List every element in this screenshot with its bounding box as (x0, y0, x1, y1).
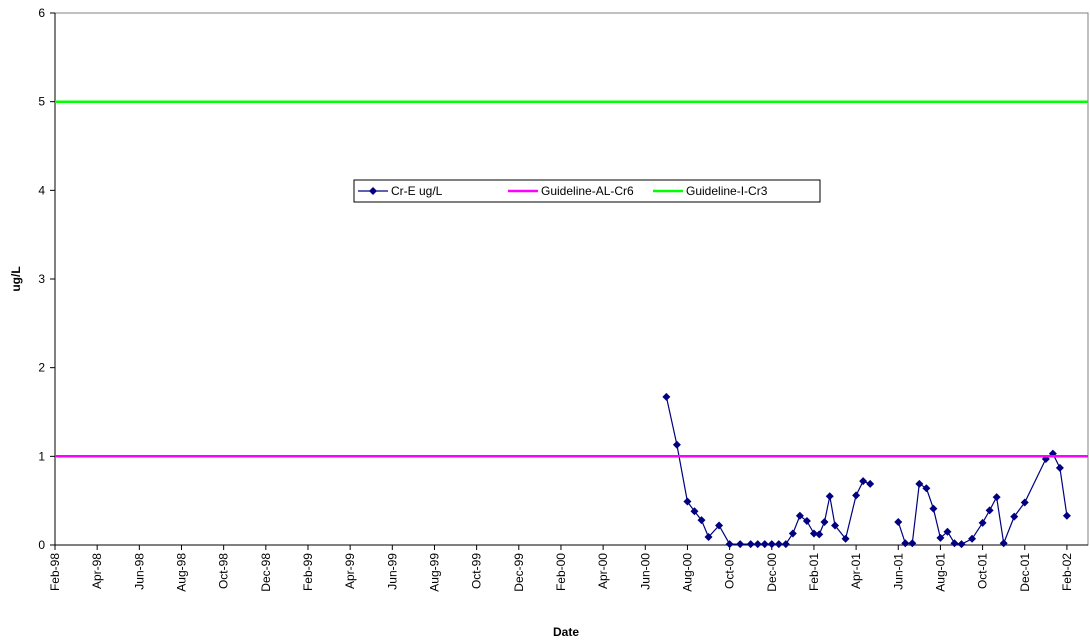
x-tick-label: Feb-00 (554, 553, 568, 591)
legend-label: Cr-E ug/L (391, 184, 443, 198)
data-point (802, 517, 811, 526)
data-point (957, 540, 966, 549)
legend-label: Guideline-I-Cr3 (686, 184, 768, 198)
data-point (683, 497, 692, 506)
data-point (736, 540, 745, 549)
data-point (1010, 512, 1019, 521)
data-point (859, 477, 868, 486)
y-tick-label: 2 (38, 361, 45, 375)
data-point (795, 511, 804, 520)
x-tick-label: Apr-98 (90, 553, 104, 589)
y-tick-label: 4 (38, 183, 45, 197)
data-point (781, 540, 790, 549)
x-tick-label: Dec-99 (512, 553, 526, 592)
legend-marker (369, 187, 377, 195)
data-point (901, 539, 910, 548)
data-point (697, 516, 706, 525)
data-point (825, 492, 834, 501)
data-point (725, 540, 734, 549)
x-tick-label: Feb-98 (48, 553, 62, 591)
data-point (866, 479, 875, 488)
x-tick-label: Oct-00 (723, 553, 737, 589)
y-tick-label: 6 (38, 6, 45, 20)
data-point (753, 540, 762, 549)
data-point (704, 533, 713, 542)
data-point (908, 539, 917, 548)
plot-area (54, 12, 1089, 546)
data-point (820, 517, 829, 526)
data-point (1020, 498, 1029, 507)
data-point (809, 529, 818, 538)
x-tick-label: Jun-99 (385, 553, 399, 590)
data-point (760, 540, 769, 549)
x-tick-label: Apr-99 (343, 553, 357, 589)
data-point (992, 493, 1001, 502)
y-axis-label: ug/L (9, 266, 23, 291)
data-point (1062, 511, 1071, 520)
x-tick-label: Dec-98 (259, 553, 273, 592)
x-tick-label: Feb-02 (1060, 553, 1074, 591)
x-tick-label: Jun-98 (132, 553, 146, 590)
data-point (831, 521, 840, 530)
legend: Cr-E ug/L Guideline-AL-Cr6 Guideline-I-Cr3 (353, 179, 821, 203)
y-tick-label: 3 (38, 272, 45, 286)
data-point (815, 530, 824, 539)
data-point (922, 484, 931, 493)
data-point (672, 440, 681, 449)
data-point (774, 540, 783, 549)
data-point (852, 491, 861, 500)
x-tick-label: Dec-01 (1018, 553, 1032, 592)
x-tick-label: Feb-01 (807, 553, 821, 591)
data-point (936, 533, 945, 542)
data-point (943, 527, 952, 536)
x-tick-label: Oct-99 (470, 553, 484, 589)
data-point (788, 529, 797, 538)
data-point (662, 392, 671, 401)
x-tick-label: Dec-00 (765, 553, 779, 592)
x-tick-label: Apr-01 (849, 553, 863, 589)
x-tick-label: Feb-99 (301, 553, 315, 591)
data-point (841, 534, 850, 543)
data-point (767, 540, 776, 549)
data-point (746, 540, 755, 549)
data-point (1055, 463, 1064, 472)
legend-box (353, 179, 821, 203)
data-point (978, 518, 987, 527)
x-tick-label: Jun-01 (891, 553, 905, 590)
x-tick-label: Oct-01 (976, 553, 990, 589)
y-tick-label: 0 (38, 538, 45, 552)
data-point (985, 506, 994, 515)
data-point (894, 517, 903, 526)
data-point (968, 534, 977, 543)
x-tick-label: Apr-00 (596, 553, 610, 589)
data-point (950, 539, 959, 548)
x-axis-label: Date (553, 625, 579, 639)
data-point (690, 507, 699, 516)
data-point (999, 539, 1008, 548)
y-tick-label: 1 (38, 449, 45, 463)
x-tick-label: Aug-00 (680, 553, 694, 592)
data-point (915, 479, 924, 488)
data-point (715, 521, 724, 530)
x-tick-label: Jun-00 (638, 553, 652, 590)
x-tick-label: Aug-98 (174, 553, 188, 592)
x-tick-label: Aug-99 (427, 553, 441, 592)
x-tick-label: Oct-98 (217, 553, 231, 589)
legend-label: Guideline-AL-Cr6 (541, 184, 634, 198)
y-tick-label: 5 (38, 95, 45, 109)
data-point (929, 504, 938, 513)
x-tick-label: Aug-01 (933, 553, 947, 592)
